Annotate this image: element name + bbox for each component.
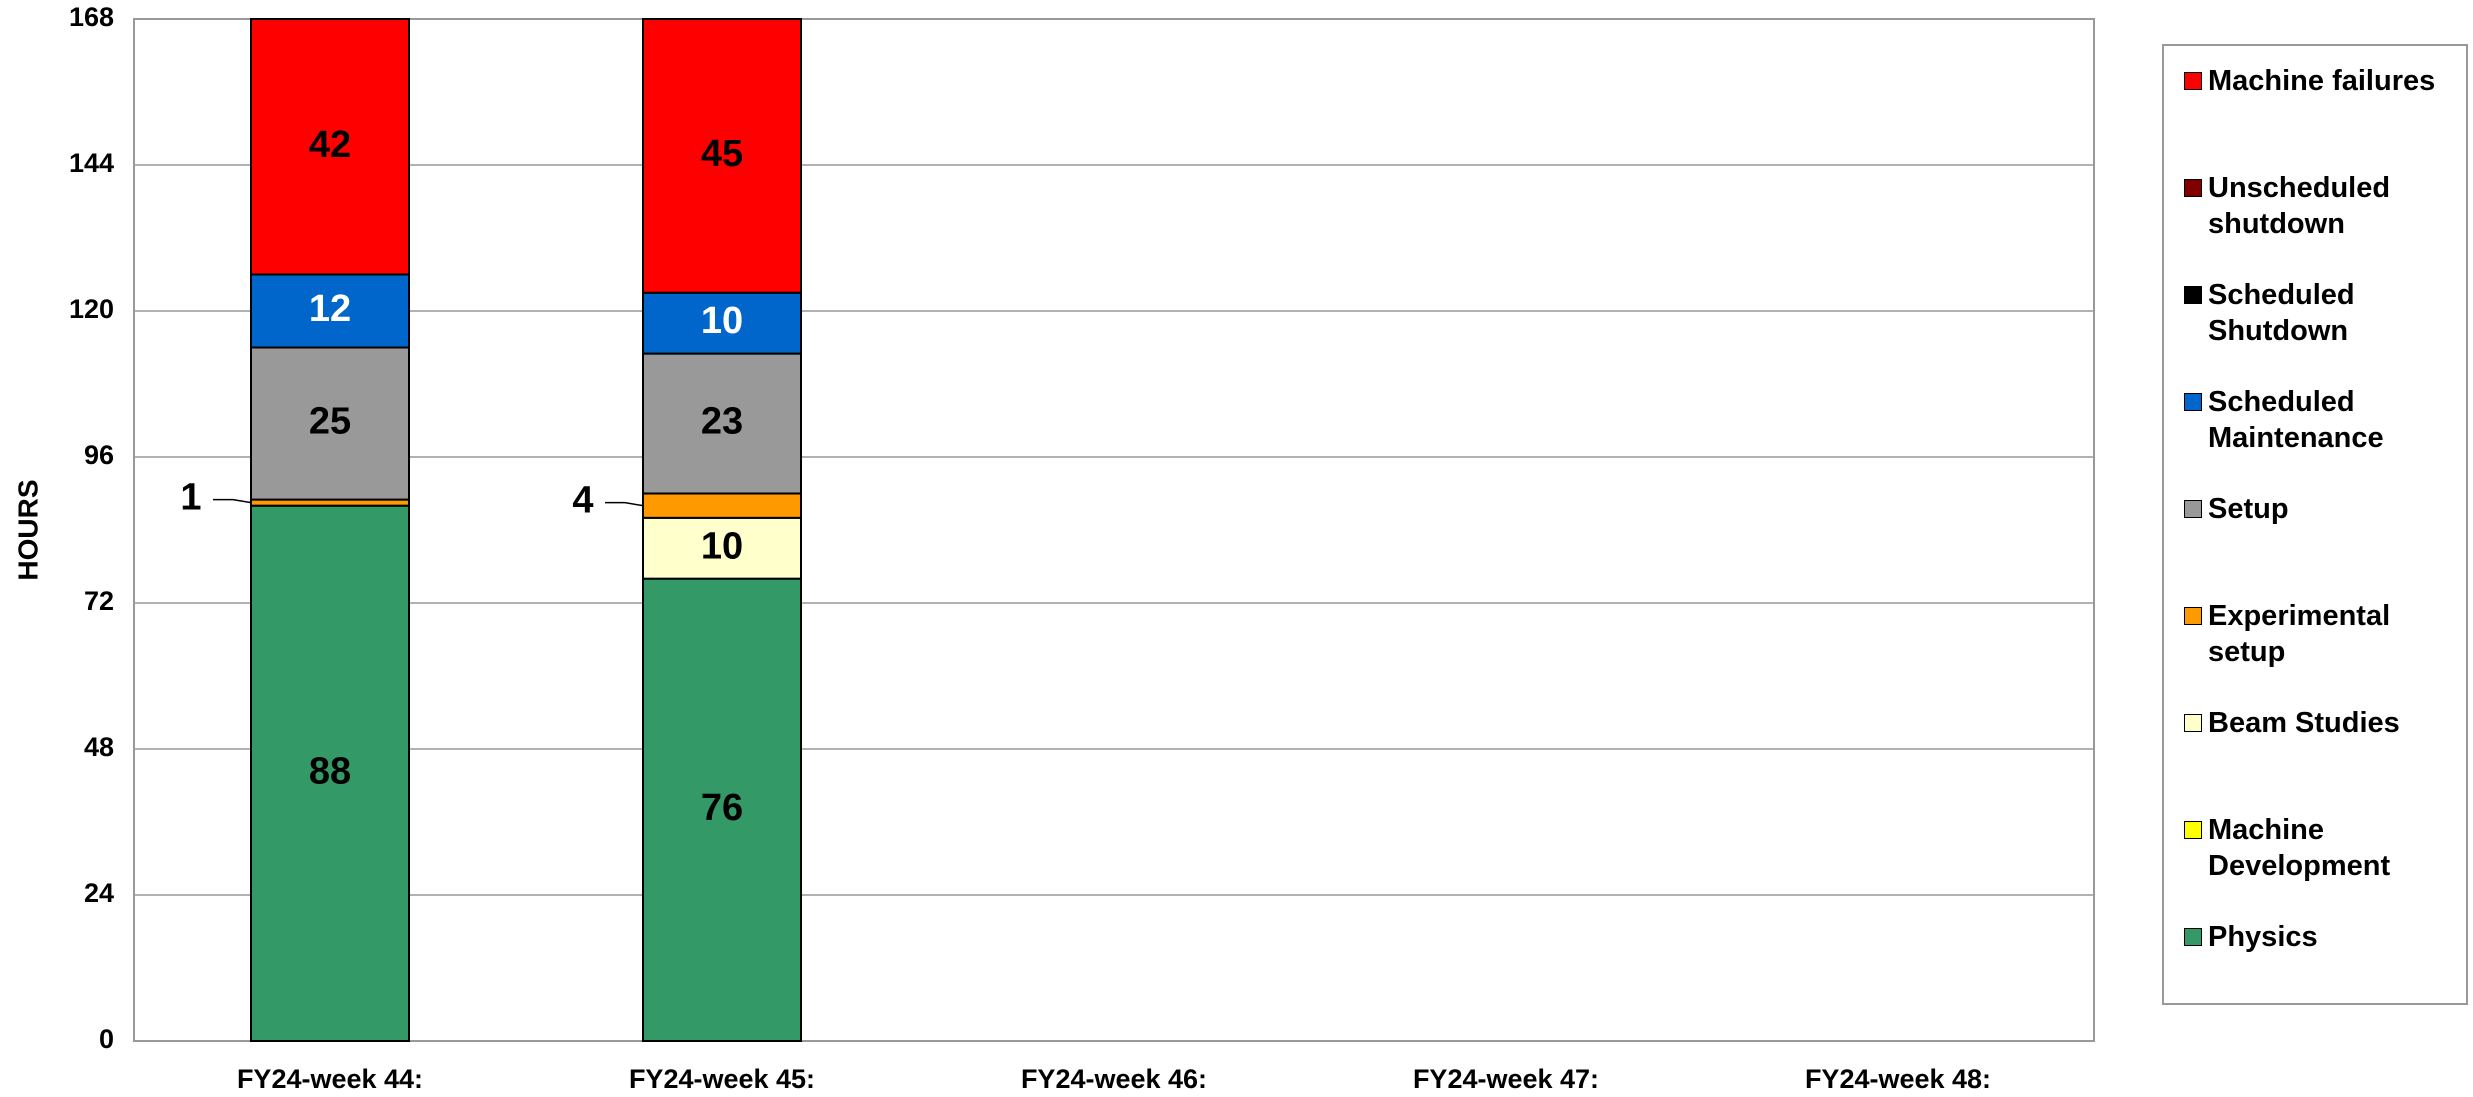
legend-item: Scheduled Maintenance: [2184, 384, 2454, 456]
x-tick-label: FY24-week 48:: [1805, 1064, 1991, 1094]
legend-item: Machine failures: [2184, 63, 2454, 99]
bar-segment: [642, 577, 802, 1043]
data-label: 76: [701, 787, 743, 829]
legend-label: Machine Development: [2208, 814, 2391, 882]
plot-border: [133, 18, 2095, 1042]
y-tick-label: 144: [69, 148, 114, 178]
legend-label: Scheduled Shutdown: [2208, 279, 2355, 347]
bar-segment: [250, 504, 410, 1042]
data-label: 10: [701, 300, 743, 342]
legend-label: Physics: [2208, 921, 2318, 953]
data-label: 42: [309, 124, 351, 166]
x-tick-label: FY24-week 45:: [629, 1064, 815, 1094]
data-label: 12: [309, 288, 351, 330]
legend-item: Experimental setup: [2184, 598, 2454, 670]
legend-label: Beam Studies: [2208, 707, 2400, 739]
bar-segment: [642, 352, 802, 495]
legend-swatch: [2184, 72, 2202, 90]
legend-swatch: [2184, 607, 2202, 625]
legend-item: Physics: [2184, 919, 2454, 955]
data-label: 45: [701, 133, 743, 175]
bar-segment: [250, 273, 410, 349]
x-tick-label: FY24-week 44:: [237, 1064, 423, 1094]
data-label: 88: [309, 750, 351, 792]
chart: HOURS 0 24 48 72 96 120 144 168 FY24-week 44: 88 1…: [12, 2, 2095, 1094]
legend-item: Unscheduled shutdown: [2184, 170, 2454, 242]
y-tick-label: 168: [69, 2, 114, 32]
bar-segment: [642, 492, 802, 519]
legend-label: Scheduled Maintenance: [2208, 386, 2384, 454]
legend-swatch: [2184, 179, 2202, 197]
x-tick-label: FY24-week 47:: [1413, 1064, 1599, 1094]
data-label: 25: [309, 401, 351, 443]
bar-segment: [642, 18, 802, 294]
legend-swatch: [2184, 714, 2202, 732]
y-tick-label: 96: [84, 440, 114, 470]
data-label: 23: [701, 401, 743, 443]
legend-item: Setup: [2184, 491, 2454, 527]
legend-swatch: [2184, 286, 2202, 304]
legend-swatch: [2184, 500, 2202, 518]
y-tick-label: 120: [69, 294, 114, 324]
y-tick-label: 72: [84, 586, 114, 616]
data-label: 10: [701, 525, 743, 567]
legend-label: Experimental setup: [2208, 600, 2391, 668]
bar-segment: [250, 346, 410, 501]
legend: Physics Machine Development Beam Studies Ex…: [2162, 44, 2468, 1005]
legend-label: Machine failures: [2208, 65, 2436, 97]
leader-line: [213, 498, 252, 504]
y-axis-label: HOURS: [12, 479, 43, 580]
bar-segment: [642, 516, 802, 580]
legend-item: Beam Studies: [2184, 705, 2454, 741]
legend-item: Machine Development: [2184, 812, 2454, 884]
bar-segment: [250, 18, 410, 276]
y-tick-label: 24: [84, 878, 114, 908]
x-tick-label: FY24-week 46:: [1021, 1064, 1207, 1094]
data-label: 1: [180, 477, 201, 519]
bar-segment: [642, 291, 802, 355]
y-tick-label: 48: [84, 732, 114, 762]
y-tick-label: 0: [99, 1024, 114, 1054]
legend-swatch: [2184, 928, 2202, 946]
data-label: 4: [572, 480, 593, 522]
legend-item: Scheduled Shutdown: [2184, 277, 2454, 349]
legend-swatch: [2184, 393, 2202, 411]
legend-swatch: [2184, 821, 2202, 839]
legend-label: Unscheduled shutdown: [2208, 172, 2391, 240]
leader-line: [605, 501, 644, 507]
legend-label: Setup: [2208, 493, 2289, 525]
